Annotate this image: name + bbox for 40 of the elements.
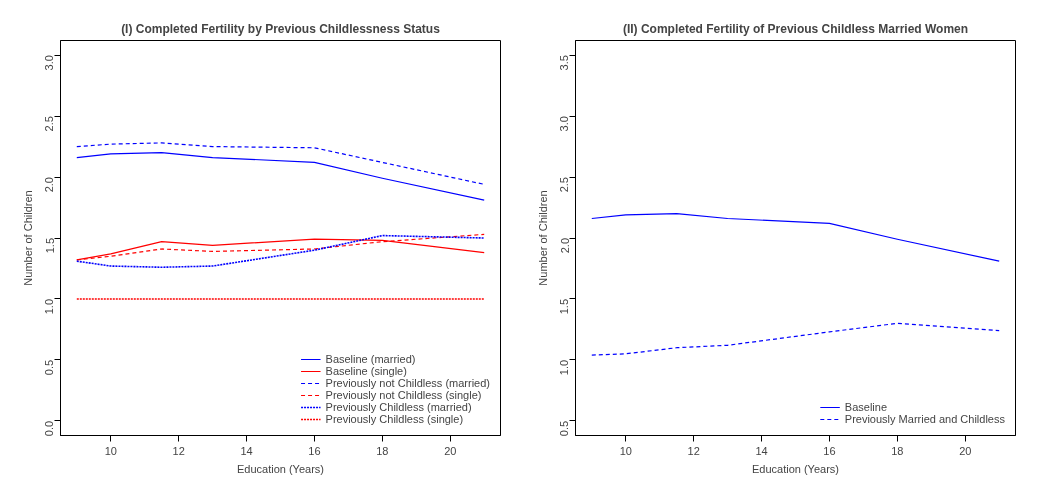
legend-label: Previously Childless (married) [325,401,472,413]
legend-label: Baseline (single) [325,365,407,377]
y-tick-label: 3.0 [43,55,56,71]
x-tick-label: 12 [172,444,185,457]
y-tick-label: 1.0 [43,298,56,315]
chart-title: (I) Completed Fertility by Previous Childlessness Status [121,21,441,36]
y-tick-label: 3.0 [558,116,571,132]
x-axis-title: Education (Years) [751,462,840,475]
y-axis-title: Number of Children [21,190,34,286]
x-tick-label: 18 [891,444,904,457]
x-tick-label: 18 [376,444,389,457]
x-tick-label: 20 [444,444,457,457]
x-tick-label: 12 [687,444,700,457]
legend-label: Previously not Childless (married) [325,377,490,389]
y-tick-label: 0.5 [558,420,571,437]
y-tick-label: 1.5 [558,298,571,315]
x-tick-label: 20 [959,444,972,457]
legend-label: Previously Married and Childless [844,413,1005,425]
legend-label: Previously Childless (single) [325,413,464,425]
x-tick-label: 10 [104,444,117,457]
legend-label: Baseline [844,401,888,413]
x-tick-label: 14 [240,444,253,457]
legend-label: Baseline (married) [325,353,416,365]
x-axis-title: Education (Years) [236,462,325,475]
legend-label: Previously not Childless (single) [325,389,482,401]
y-tick-label: 2.5 [558,177,571,193]
y-tick-label: 2.0 [43,177,56,193]
x-tick-label: 16 [823,444,836,457]
chart-title: (II) Completed Fertility of Previous Childless Married Women [622,21,969,36]
y-tick-label: 3.5 [558,55,571,71]
y-tick-label: 0.0 [43,420,56,437]
y-tick-label: 1.0 [558,359,571,376]
x-tick-label: 14 [755,444,768,457]
y-tick-label: 0.5 [43,359,56,376]
y-tick-label: 2.0 [558,237,571,254]
x-tick-label: 10 [619,444,632,457]
y-tick-label: 1.5 [43,237,56,254]
y-tick-label: 2.5 [43,116,56,132]
x-tick-label: 16 [308,444,321,457]
y-axis-title: Number of Children [536,190,549,286]
